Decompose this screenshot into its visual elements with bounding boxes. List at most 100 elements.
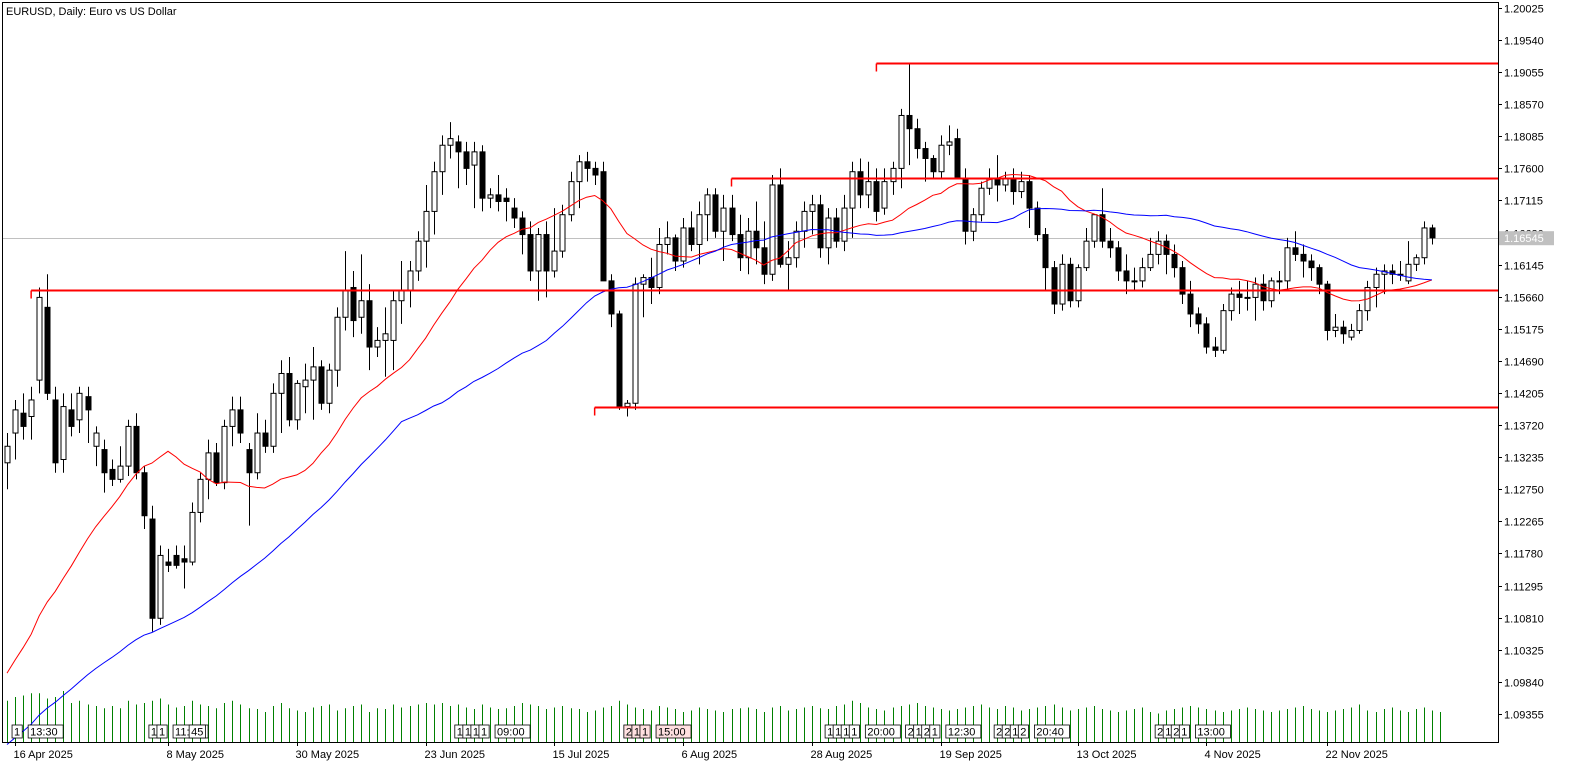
candle-bull[interactable] bbox=[407, 270, 414, 292]
candle-bull[interactable] bbox=[624, 402, 631, 408]
candle-bull[interactable] bbox=[1147, 253, 1154, 269]
candle-bear[interactable] bbox=[1300, 253, 1307, 262]
candle-bear[interactable] bbox=[1187, 293, 1194, 315]
candle-bull[interactable] bbox=[1131, 280, 1138, 283]
candle-bear[interactable] bbox=[592, 167, 599, 176]
candle-bull[interactable] bbox=[970, 214, 977, 232]
candle-bull[interactable] bbox=[334, 316, 341, 371]
candle-bear[interactable] bbox=[1010, 177, 1017, 193]
candle-bull[interactable] bbox=[865, 181, 872, 196]
candle-bull[interactable] bbox=[559, 214, 566, 252]
candle-bull[interactable] bbox=[1220, 310, 1227, 351]
candle-bull[interactable] bbox=[1018, 181, 1025, 193]
candle-bull[interactable] bbox=[415, 240, 422, 272]
event-flag[interactable] bbox=[848, 724, 860, 739]
candle-bear[interactable] bbox=[543, 234, 550, 272]
event-flag[interactable] bbox=[945, 724, 982, 739]
candle-bull[interactable] bbox=[270, 392, 277, 447]
candle-bear[interactable] bbox=[1292, 247, 1299, 255]
event-flag[interactable] bbox=[655, 724, 692, 739]
candle-bull[interactable] bbox=[801, 210, 808, 232]
event-flag[interactable] bbox=[929, 724, 941, 739]
event-flag[interactable] bbox=[1195, 724, 1231, 739]
candle-bull[interactable] bbox=[1083, 240, 1090, 269]
candle-bull[interactable] bbox=[664, 237, 671, 245]
candle-bull[interactable] bbox=[302, 379, 309, 388]
candle-bull[interactable] bbox=[423, 210, 430, 242]
candle-bear[interactable] bbox=[181, 558, 188, 563]
candle-bull[interactable] bbox=[390, 300, 397, 341]
candle-bear[interactable] bbox=[857, 171, 864, 196]
candle-bear[interactable] bbox=[463, 151, 470, 169]
candle-bear[interactable] bbox=[85, 396, 92, 411]
candle-bear[interactable] bbox=[922, 148, 929, 159]
candle-bear[interactable] bbox=[213, 452, 220, 484]
candle-bear[interactable] bbox=[1429, 227, 1436, 239]
candle-bull[interactable] bbox=[745, 230, 752, 259]
candle-bear[interactable] bbox=[503, 197, 510, 202]
candle-bull[interactable] bbox=[278, 372, 285, 394]
candle-bull[interactable] bbox=[310, 366, 317, 381]
event-flag[interactable] bbox=[478, 724, 490, 739]
candle-bear[interactable] bbox=[1034, 207, 1041, 236]
candle-bear[interactable] bbox=[1099, 214, 1106, 242]
candle-bear[interactable] bbox=[1051, 267, 1058, 305]
candle-bull[interactable] bbox=[535, 234, 542, 272]
candle-bull[interactable] bbox=[447, 138, 454, 146]
candle-bear[interactable] bbox=[20, 412, 27, 427]
candle-bear[interactable] bbox=[1324, 283, 1331, 331]
candle-bull[interactable] bbox=[1155, 240, 1162, 255]
candle-bull[interactable] bbox=[946, 141, 953, 146]
candle-bull[interactable] bbox=[221, 425, 228, 484]
candle-bull[interactable] bbox=[358, 300, 365, 318]
candle-bull[interactable] bbox=[117, 465, 124, 480]
candle-bear[interactable] bbox=[648, 277, 655, 288]
candle-bull[interactable] bbox=[1244, 296, 1251, 299]
candle-bull[interactable] bbox=[398, 290, 405, 302]
candle-bear[interactable] bbox=[1123, 270, 1130, 282]
candle-bull[interactable] bbox=[439, 144, 446, 173]
candle-bull[interactable] bbox=[76, 392, 83, 421]
candle-bear[interactable] bbox=[753, 230, 760, 249]
candle-bear[interactable] bbox=[761, 247, 768, 275]
candle-bear[interactable] bbox=[68, 409, 75, 427]
candle-bear[interactable] bbox=[962, 177, 969, 232]
event-flag[interactable] bbox=[11, 724, 23, 739]
candle-bear[interactable] bbox=[511, 207, 518, 219]
candle-bull[interactable] bbox=[60, 406, 67, 460]
candle-bear[interactable] bbox=[817, 204, 824, 249]
candle-bear[interactable] bbox=[1308, 260, 1315, 269]
candle-bull[interactable] bbox=[1405, 263, 1412, 282]
candle-bull[interactable] bbox=[1059, 263, 1066, 305]
candle-bull[interactable] bbox=[1348, 329, 1355, 338]
candle-bull[interactable] bbox=[471, 151, 478, 166]
candle-bear[interactable] bbox=[246, 449, 253, 474]
candle-bull[interactable] bbox=[656, 243, 663, 288]
candle-bull[interactable] bbox=[1421, 227, 1428, 259]
candle-bear[interactable] bbox=[914, 128, 921, 150]
candle-bear[interactable] bbox=[954, 138, 961, 179]
candle-bull[interactable] bbox=[1075, 267, 1082, 302]
candle-bull[interactable] bbox=[36, 296, 43, 381]
candle-bear[interactable] bbox=[237, 409, 244, 434]
candle-bear[interactable] bbox=[366, 300, 373, 348]
candle-bear[interactable] bbox=[616, 313, 623, 408]
candle-bear[interactable] bbox=[600, 171, 607, 282]
candle-bear[interactable] bbox=[109, 468, 116, 480]
candle-bull[interactable] bbox=[1276, 280, 1283, 283]
candle-bear[interactable] bbox=[527, 234, 534, 272]
time-axis[interactable]: 16 Apr 2025 8 May 2025 30 May 2025 23 Jun 2… bbox=[14, 742, 1388, 761]
candle-bull[interactable] bbox=[1091, 214, 1098, 242]
candle-bull[interactable] bbox=[12, 409, 19, 434]
candle-bear[interactable] bbox=[133, 425, 140, 474]
candle-bull[interactable] bbox=[431, 171, 438, 212]
candle-bear[interactable] bbox=[101, 449, 108, 474]
candle-bear[interactable] bbox=[688, 227, 695, 245]
event-flag[interactable] bbox=[1017, 724, 1029, 739]
candle-bear[interactable] bbox=[1179, 267, 1186, 295]
candle-bull[interactable] bbox=[125, 425, 132, 467]
candle-bear[interactable] bbox=[455, 141, 462, 153]
candle-bear[interactable] bbox=[833, 217, 840, 242]
candle-bear[interactable] bbox=[495, 194, 502, 202]
